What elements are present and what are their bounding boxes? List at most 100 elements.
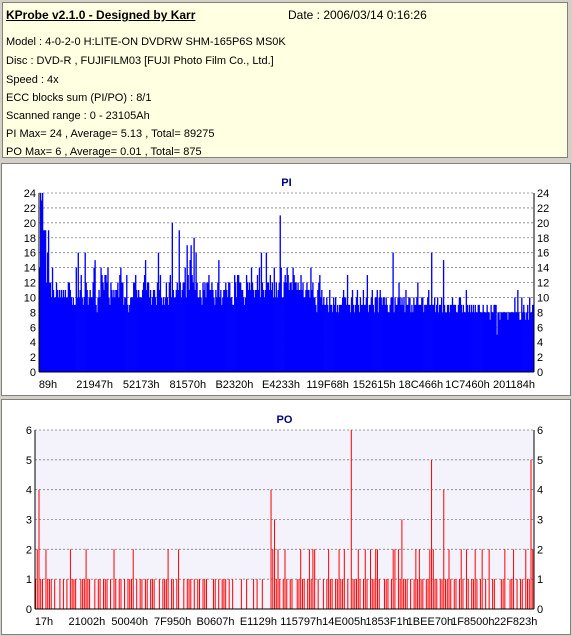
po-bar bbox=[165, 579, 167, 609]
pi-bar bbox=[203, 289, 205, 372]
pi-bar bbox=[194, 289, 196, 372]
pi-bar bbox=[111, 289, 113, 372]
pi-bar bbox=[106, 282, 108, 372]
pi-bar bbox=[283, 282, 285, 372]
pi-bar bbox=[273, 267, 275, 372]
pi-bar bbox=[470, 304, 472, 372]
po-bar bbox=[532, 549, 534, 609]
pi-bar bbox=[242, 297, 245, 372]
pi-ytick-left: 14 bbox=[24, 263, 36, 275]
pi-bar bbox=[265, 252, 268, 372]
pi-bar bbox=[73, 304, 75, 372]
pi-bar bbox=[528, 319, 530, 372]
pi-bar bbox=[136, 289, 138, 372]
po-ytick-left: 4 bbox=[26, 485, 32, 497]
pi-bar bbox=[468, 304, 470, 372]
pi-bar bbox=[476, 312, 478, 372]
pi-bar bbox=[234, 275, 236, 372]
pi-bar bbox=[301, 289, 303, 372]
pi-ytick-right: 4 bbox=[537, 337, 543, 349]
pi-bar bbox=[383, 297, 385, 372]
pi-bar bbox=[87, 304, 89, 372]
pi-bar bbox=[133, 282, 135, 372]
pi-bar bbox=[124, 297, 126, 372]
pi-bar bbox=[220, 289, 222, 372]
po-bar bbox=[359, 579, 361, 609]
pi-bar bbox=[496, 334, 498, 372]
po-bar bbox=[455, 579, 457, 609]
po-bar bbox=[303, 579, 305, 609]
pi-bar bbox=[147, 282, 150, 372]
model-line: Model : 4-0-2-0 H:LITE-ON DVDRW SHM-165P… bbox=[6, 36, 286, 48]
po-chart: PO 0 0 1 1 2 2 3 3 4 4 5 5 6 6 17h 21002h 50040h 7F950h B06… bbox=[26, 414, 543, 628]
po-bar bbox=[246, 579, 248, 609]
po-bar bbox=[378, 579, 380, 609]
pi-bar bbox=[69, 289, 72, 372]
pi-bar bbox=[161, 304, 164, 372]
po-bar bbox=[479, 579, 481, 609]
pi-bar bbox=[399, 297, 401, 372]
pi-bar bbox=[141, 289, 144, 372]
pi-bar bbox=[315, 304, 317, 372]
pi-bar bbox=[96, 312, 98, 372]
pi-bar bbox=[531, 312, 533, 372]
pi-bar bbox=[205, 297, 207, 372]
po-bar bbox=[300, 549, 302, 609]
pi-bar bbox=[359, 297, 362, 372]
po-xtick-label: 50040h bbox=[111, 616, 148, 628]
po-bar bbox=[520, 579, 522, 609]
pi-bar bbox=[379, 289, 381, 372]
po-bar bbox=[225, 579, 227, 609]
pi-bar bbox=[135, 275, 137, 372]
pi-bar bbox=[464, 312, 467, 372]
pi-bar bbox=[482, 304, 484, 372]
po-bar bbox=[66, 579, 68, 609]
pi-bar bbox=[49, 282, 52, 372]
po-bar bbox=[197, 579, 199, 609]
pi-bar bbox=[186, 245, 188, 372]
pi-bar bbox=[217, 282, 219, 372]
pi-bar bbox=[287, 275, 289, 372]
po-bar bbox=[500, 579, 502, 609]
po-bar bbox=[286, 579, 288, 609]
pi-bar bbox=[104, 275, 106, 372]
pi-xtick-label: 21947h bbox=[76, 379, 113, 391]
pi-bar bbox=[138, 297, 141, 372]
po-bar bbox=[82, 579, 84, 609]
pi-bar bbox=[195, 252, 197, 372]
pi-bar bbox=[184, 267, 186, 372]
pi-bar bbox=[478, 304, 480, 372]
pi-bar bbox=[293, 275, 295, 372]
po-bar bbox=[176, 579, 178, 609]
pi-bar bbox=[349, 312, 352, 372]
pi-bar bbox=[298, 289, 300, 372]
po-chart-panel: PO 0 0 1 1 2 2 3 3 4 4 5 5 6 6 17h 21002h 50040h 7F950h B06… bbox=[1, 399, 571, 635]
pi-bar bbox=[507, 319, 509, 372]
pi-bar bbox=[77, 252, 79, 372]
po-bar bbox=[369, 549, 371, 609]
pi-bar bbox=[65, 297, 68, 372]
pi-bar bbox=[164, 297, 167, 372]
pi-bar bbox=[50, 297, 53, 372]
po-bar bbox=[204, 579, 206, 609]
po-bar bbox=[328, 549, 330, 609]
pi-bar bbox=[250, 267, 253, 372]
pi-xtick-label: 119F68h bbox=[306, 379, 349, 391]
pi-bar bbox=[215, 289, 217, 372]
pi-bar bbox=[134, 282, 136, 372]
pi-bar bbox=[308, 289, 310, 372]
pi-bar bbox=[493, 304, 495, 372]
pi-bar bbox=[497, 312, 499, 372]
po-bar bbox=[436, 579, 438, 609]
pi-xtick-label: 52173h bbox=[123, 379, 160, 391]
pi-bar bbox=[323, 297, 325, 372]
pi-xtick-label: E4233h bbox=[262, 379, 300, 391]
pi-bar bbox=[346, 275, 349, 372]
pi-bar bbox=[438, 304, 441, 372]
pi-bar bbox=[84, 252, 86, 372]
po-bar bbox=[404, 579, 406, 609]
pi-bar bbox=[446, 304, 449, 372]
pi-bar bbox=[355, 297, 358, 372]
pi-bar bbox=[395, 304, 397, 372]
pi-bar bbox=[499, 319, 501, 372]
